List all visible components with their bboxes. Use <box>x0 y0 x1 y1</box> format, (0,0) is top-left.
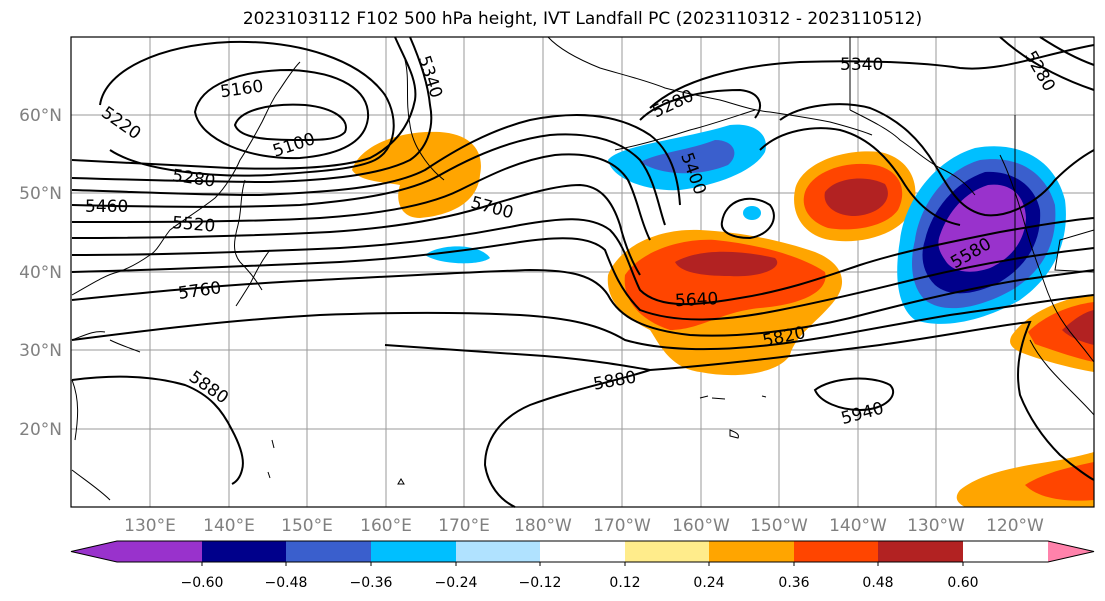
lon-label: 170°W <box>593 516 651 536</box>
contour-5580-west <box>71 183 641 276</box>
colorbar-segment <box>540 541 625 562</box>
colorbar-outline <box>70 540 1095 563</box>
contour-5820 <box>71 294 1095 351</box>
contour-5280-west <box>71 36 417 170</box>
lon-label: 150°E <box>281 516 333 536</box>
contour-5340-east <box>649 44 1095 109</box>
contour-5220 <box>99 40 395 177</box>
contour-north-east-2 <box>1039 36 1095 66</box>
contour-5880-pacific <box>384 344 651 508</box>
lon-label: 160°W <box>672 516 730 536</box>
contour-5280-east <box>639 88 761 121</box>
contour-label: 5220 <box>97 103 144 144</box>
plot-title: 2023103112 F102 500 hPa height, IVT Land… <box>242 9 923 29</box>
colorbar-segment <box>117 541 202 562</box>
contour-5880 <box>71 375 244 485</box>
colorbar-segment <box>709 541 794 562</box>
contour-label: 5760 <box>177 278 223 304</box>
contour-5880-east <box>649 320 1095 481</box>
colorbar-segment <box>456 541 540 562</box>
contour-cutoff-low <box>720 197 775 240</box>
lon-label: 120°W <box>986 516 1044 536</box>
colorbar-segment <box>794 541 878 562</box>
contour-label: 5340 <box>840 55 883 75</box>
contour-ridge <box>759 127 961 226</box>
contour-label: 5640 <box>675 289 719 311</box>
lat-label: 20°N <box>19 420 62 440</box>
lon-label: 130°E <box>124 516 176 536</box>
colorbar-segment <box>286 541 371 562</box>
lat-label: 60°N <box>19 106 62 126</box>
contour-5100 <box>233 103 347 141</box>
contour-5460 <box>71 133 666 226</box>
colorbar-tick-label: 0.24 <box>693 575 724 591</box>
lon-label: 130°W <box>907 516 965 536</box>
colorbar-extend-min <box>71 541 117 562</box>
lon-label: 160°E <box>360 516 412 536</box>
colorbar-ticks: −0.60 −0.48 −0.36 −0.24 −0.12 0.12 0.24 … <box>181 575 979 591</box>
colorbar-tick-label: −0.60 <box>181 575 224 591</box>
contour-label: 5280 <box>171 166 217 192</box>
contour-north-east <box>999 36 1095 91</box>
colorbar-tick-label: −0.24 <box>435 575 478 591</box>
colorbar-extend-max <box>1048 541 1094 562</box>
colorbar-tick-label: 0.48 <box>862 575 893 591</box>
colorbar-tick-label: 0.36 <box>778 575 809 591</box>
height-contours <box>71 36 1095 508</box>
colorbar-segment <box>625 541 709 562</box>
lat-label: 50°N <box>19 184 62 204</box>
lon-labels: 130°E 140°E 150°E 160°E 170°E 180°W 170°… <box>124 516 1044 536</box>
shade-negative-170e <box>425 246 490 264</box>
lon-label: 140°E <box>203 516 255 536</box>
lat-label: 30°N <box>19 341 62 361</box>
colorbar-tick-label: −0.48 <box>265 575 308 591</box>
contour-label: 5700 <box>469 193 516 224</box>
contour-label: 5460 <box>85 197 128 217</box>
contour-label: 5880 <box>592 367 638 394</box>
lat-label: 40°N <box>19 263 62 283</box>
contour-5940 <box>813 377 895 412</box>
colorbar-tick-label: −0.36 <box>350 575 393 591</box>
colorbar-tick-label: 0.12 <box>609 575 640 591</box>
contour-5700 <box>71 237 1095 321</box>
map-frame <box>70 36 1095 508</box>
contour-label: 5880 <box>185 367 232 408</box>
lon-label: 180°W <box>514 516 572 536</box>
contour-gulf <box>779 103 1095 217</box>
lon-label: 150°W <box>750 516 808 536</box>
contour-5340-west <box>71 36 433 184</box>
lon-label: 170°E <box>438 516 490 536</box>
colorbar-tick-label: 0.60 <box>947 575 978 591</box>
colorbar-tick-label: −0.12 <box>519 575 562 591</box>
lon-label: 140°W <box>829 516 887 536</box>
colorbar-segment <box>202 541 286 562</box>
colorbar <box>70 540 1095 566</box>
contour-label: 5340 <box>414 53 446 100</box>
contour-5400 <box>71 114 681 206</box>
contour-5520 <box>71 153 651 241</box>
contour-5640 <box>71 217 1095 306</box>
ivt-shading <box>352 124 1094 507</box>
contour-label: 5940 <box>839 399 886 430</box>
contour-5160 <box>193 68 370 160</box>
lat-labels: 60°N 50°N 40°N 30°N 20°N <box>19 106 62 440</box>
colorbar-segment <box>371 541 456 562</box>
colorbar-segment <box>878 541 963 562</box>
coastlines <box>71 36 1095 501</box>
contour-5760 <box>71 268 1095 337</box>
contour-label: 5520 <box>171 213 216 237</box>
